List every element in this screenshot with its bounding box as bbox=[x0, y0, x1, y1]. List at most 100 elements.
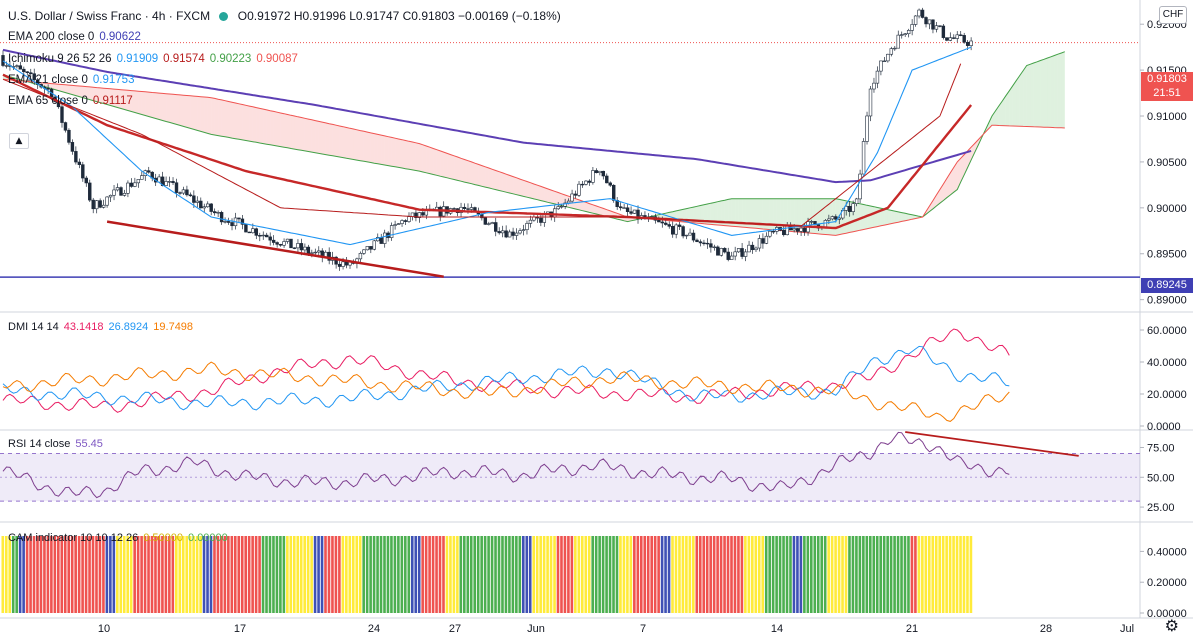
currency-button[interactable]: CHF bbox=[1159, 6, 1187, 24]
legend-ema65-value: 0.91117 bbox=[92, 95, 133, 107]
legend-ema21-value: 0.91753 bbox=[92, 74, 135, 86]
ichimoku-cloud-segment bbox=[1002, 95, 1006, 126]
cam-bar bbox=[63, 536, 67, 613]
cam-bar bbox=[397, 536, 400, 613]
ichimoku-cloud-segment bbox=[474, 163, 479, 186]
cam-bar bbox=[879, 536, 883, 613]
cam-bar bbox=[650, 536, 653, 613]
candle-body bbox=[612, 184, 616, 201]
ichimoku-cloud-segment bbox=[294, 116, 298, 150]
cam-bar bbox=[327, 536, 331, 613]
cam-bar bbox=[404, 536, 407, 613]
cam-bar bbox=[400, 536, 404, 613]
candle-body bbox=[736, 248, 741, 253]
candle-body bbox=[310, 252, 314, 254]
ichimoku-cloud-segment bbox=[516, 177, 521, 196]
cam-bar bbox=[605, 536, 608, 613]
ichimoku-cloud-segment bbox=[461, 158, 465, 183]
candle-body bbox=[313, 251, 317, 254]
cam-bar bbox=[258, 536, 261, 613]
ichimoku-cloud-segment bbox=[759, 198, 763, 229]
ichimoku-cloud-segment bbox=[721, 200, 725, 226]
candle-body bbox=[334, 256, 338, 265]
candle-body bbox=[77, 161, 82, 165]
legend-ema200[interactable]: EMA 200 close 0 0.90622 bbox=[8, 30, 146, 44]
ichimoku-cloud-segment bbox=[65, 84, 69, 94]
ichimoku-cloud-segment bbox=[322, 122, 326, 155]
ichimoku-cloud-segment bbox=[270, 110, 274, 146]
cam-bar bbox=[796, 536, 799, 613]
candle-body bbox=[365, 246, 370, 251]
cam-bar bbox=[463, 536, 466, 613]
cam-bar bbox=[914, 536, 917, 613]
candle-body bbox=[289, 238, 293, 249]
interval-label[interactable]: 4h bbox=[152, 9, 166, 23]
ichimoku-cloud-segment bbox=[197, 96, 201, 132]
cam-bar bbox=[251, 536, 254, 613]
gear-icon[interactable]: ⚙ bbox=[1164, 616, 1179, 635]
cam-bar bbox=[46, 536, 50, 613]
cam-bar bbox=[775, 536, 778, 613]
cam-bar bbox=[216, 536, 220, 613]
ichimoku-cloud-segment bbox=[585, 202, 590, 213]
cam-bar bbox=[615, 536, 619, 613]
ichimoku-cloud-segment bbox=[134, 90, 139, 114]
countdown-tag: 21:51 bbox=[1141, 86, 1193, 101]
candle-body bbox=[879, 60, 883, 72]
legend-dmi-minus: 26.8924 bbox=[108, 321, 149, 333]
cam-bar bbox=[386, 536, 390, 613]
cam-bar bbox=[178, 536, 182, 613]
ichimoku-cloud-segment bbox=[502, 172, 507, 193]
ichimoku-cloud-segment bbox=[905, 213, 909, 221]
legend-ichimoku[interactable]: Ichimoku 9 26 52 26 0.91909 0.91574 0.90223… bbox=[8, 52, 303, 66]
ichimoku-cloud-segment bbox=[186, 95, 191, 129]
candle-body bbox=[747, 244, 751, 253]
cam-bar bbox=[70, 536, 74, 613]
legend-cam[interactable]: CAM indicator 10 10 12 26 0.50000 0.00000 bbox=[8, 531, 233, 545]
symbol-name[interactable]: U.S. Dollar / Swiss Franc bbox=[8, 9, 142, 23]
chevron-up-icon[interactable]: ▲ bbox=[9, 133, 29, 149]
candle-body bbox=[844, 205, 848, 211]
cam-bar bbox=[577, 536, 581, 613]
ichimoku-cloud-segment bbox=[339, 125, 344, 158]
cam-bar bbox=[574, 536, 577, 613]
cam-bar bbox=[476, 536, 480, 613]
candle-body bbox=[587, 180, 592, 183]
candle-body bbox=[563, 202, 567, 207]
legend-ema65[interactable]: EMA 65 close 0 0.91117 bbox=[8, 94, 138, 108]
ichimoku-cloud-segment bbox=[68, 85, 73, 95]
candle-body bbox=[528, 219, 533, 224]
ichimoku-cloud-segment bbox=[315, 120, 319, 154]
ichimoku-cloud-segment bbox=[1012, 80, 1017, 127]
candle-body bbox=[962, 35, 966, 43]
cam-bar bbox=[553, 536, 556, 613]
candle-body bbox=[278, 244, 283, 246]
legend-ema21-name: EMA 21 close 0 bbox=[8, 74, 88, 86]
candle-body bbox=[917, 9, 921, 17]
ichimoku-cloud-segment bbox=[697, 205, 701, 224]
candle-body bbox=[889, 48, 894, 55]
cam-axis-tick-label: 0.40000 bbox=[1147, 546, 1187, 558]
cam-bar bbox=[164, 536, 168, 613]
ichimoku-cloud-segment bbox=[912, 214, 916, 220]
cam-bar bbox=[102, 536, 105, 613]
candle-body bbox=[726, 251, 730, 260]
ichimoku-cloud-segment bbox=[745, 198, 750, 228]
ichimoku-cloud-segment bbox=[495, 170, 500, 191]
cam-bar bbox=[782, 536, 785, 613]
ichimoku-cloud-segment bbox=[1057, 52, 1062, 128]
cam-bar bbox=[81, 536, 84, 613]
candle-body bbox=[160, 176, 165, 186]
legend-dmi[interactable]: DMI 14 14 43.1418 26.8924 19.7498 bbox=[8, 320, 198, 334]
ichimoku-cloud-segment bbox=[596, 206, 600, 215]
candle-body bbox=[660, 221, 665, 224]
cam-bar bbox=[254, 536, 258, 613]
ichimoku-cloud-segment bbox=[773, 198, 777, 231]
ichimoku-cloud-segment bbox=[547, 188, 552, 204]
legend-rsi[interactable]: RSI 14 close 55.45 bbox=[8, 437, 108, 451]
ichimoku-cloud-segment bbox=[426, 146, 430, 174]
cam-bar bbox=[889, 536, 893, 613]
candle-body bbox=[400, 220, 404, 224]
legend-ema21[interactable]: EMA 21 close 0 0.91753 bbox=[8, 73, 139, 87]
